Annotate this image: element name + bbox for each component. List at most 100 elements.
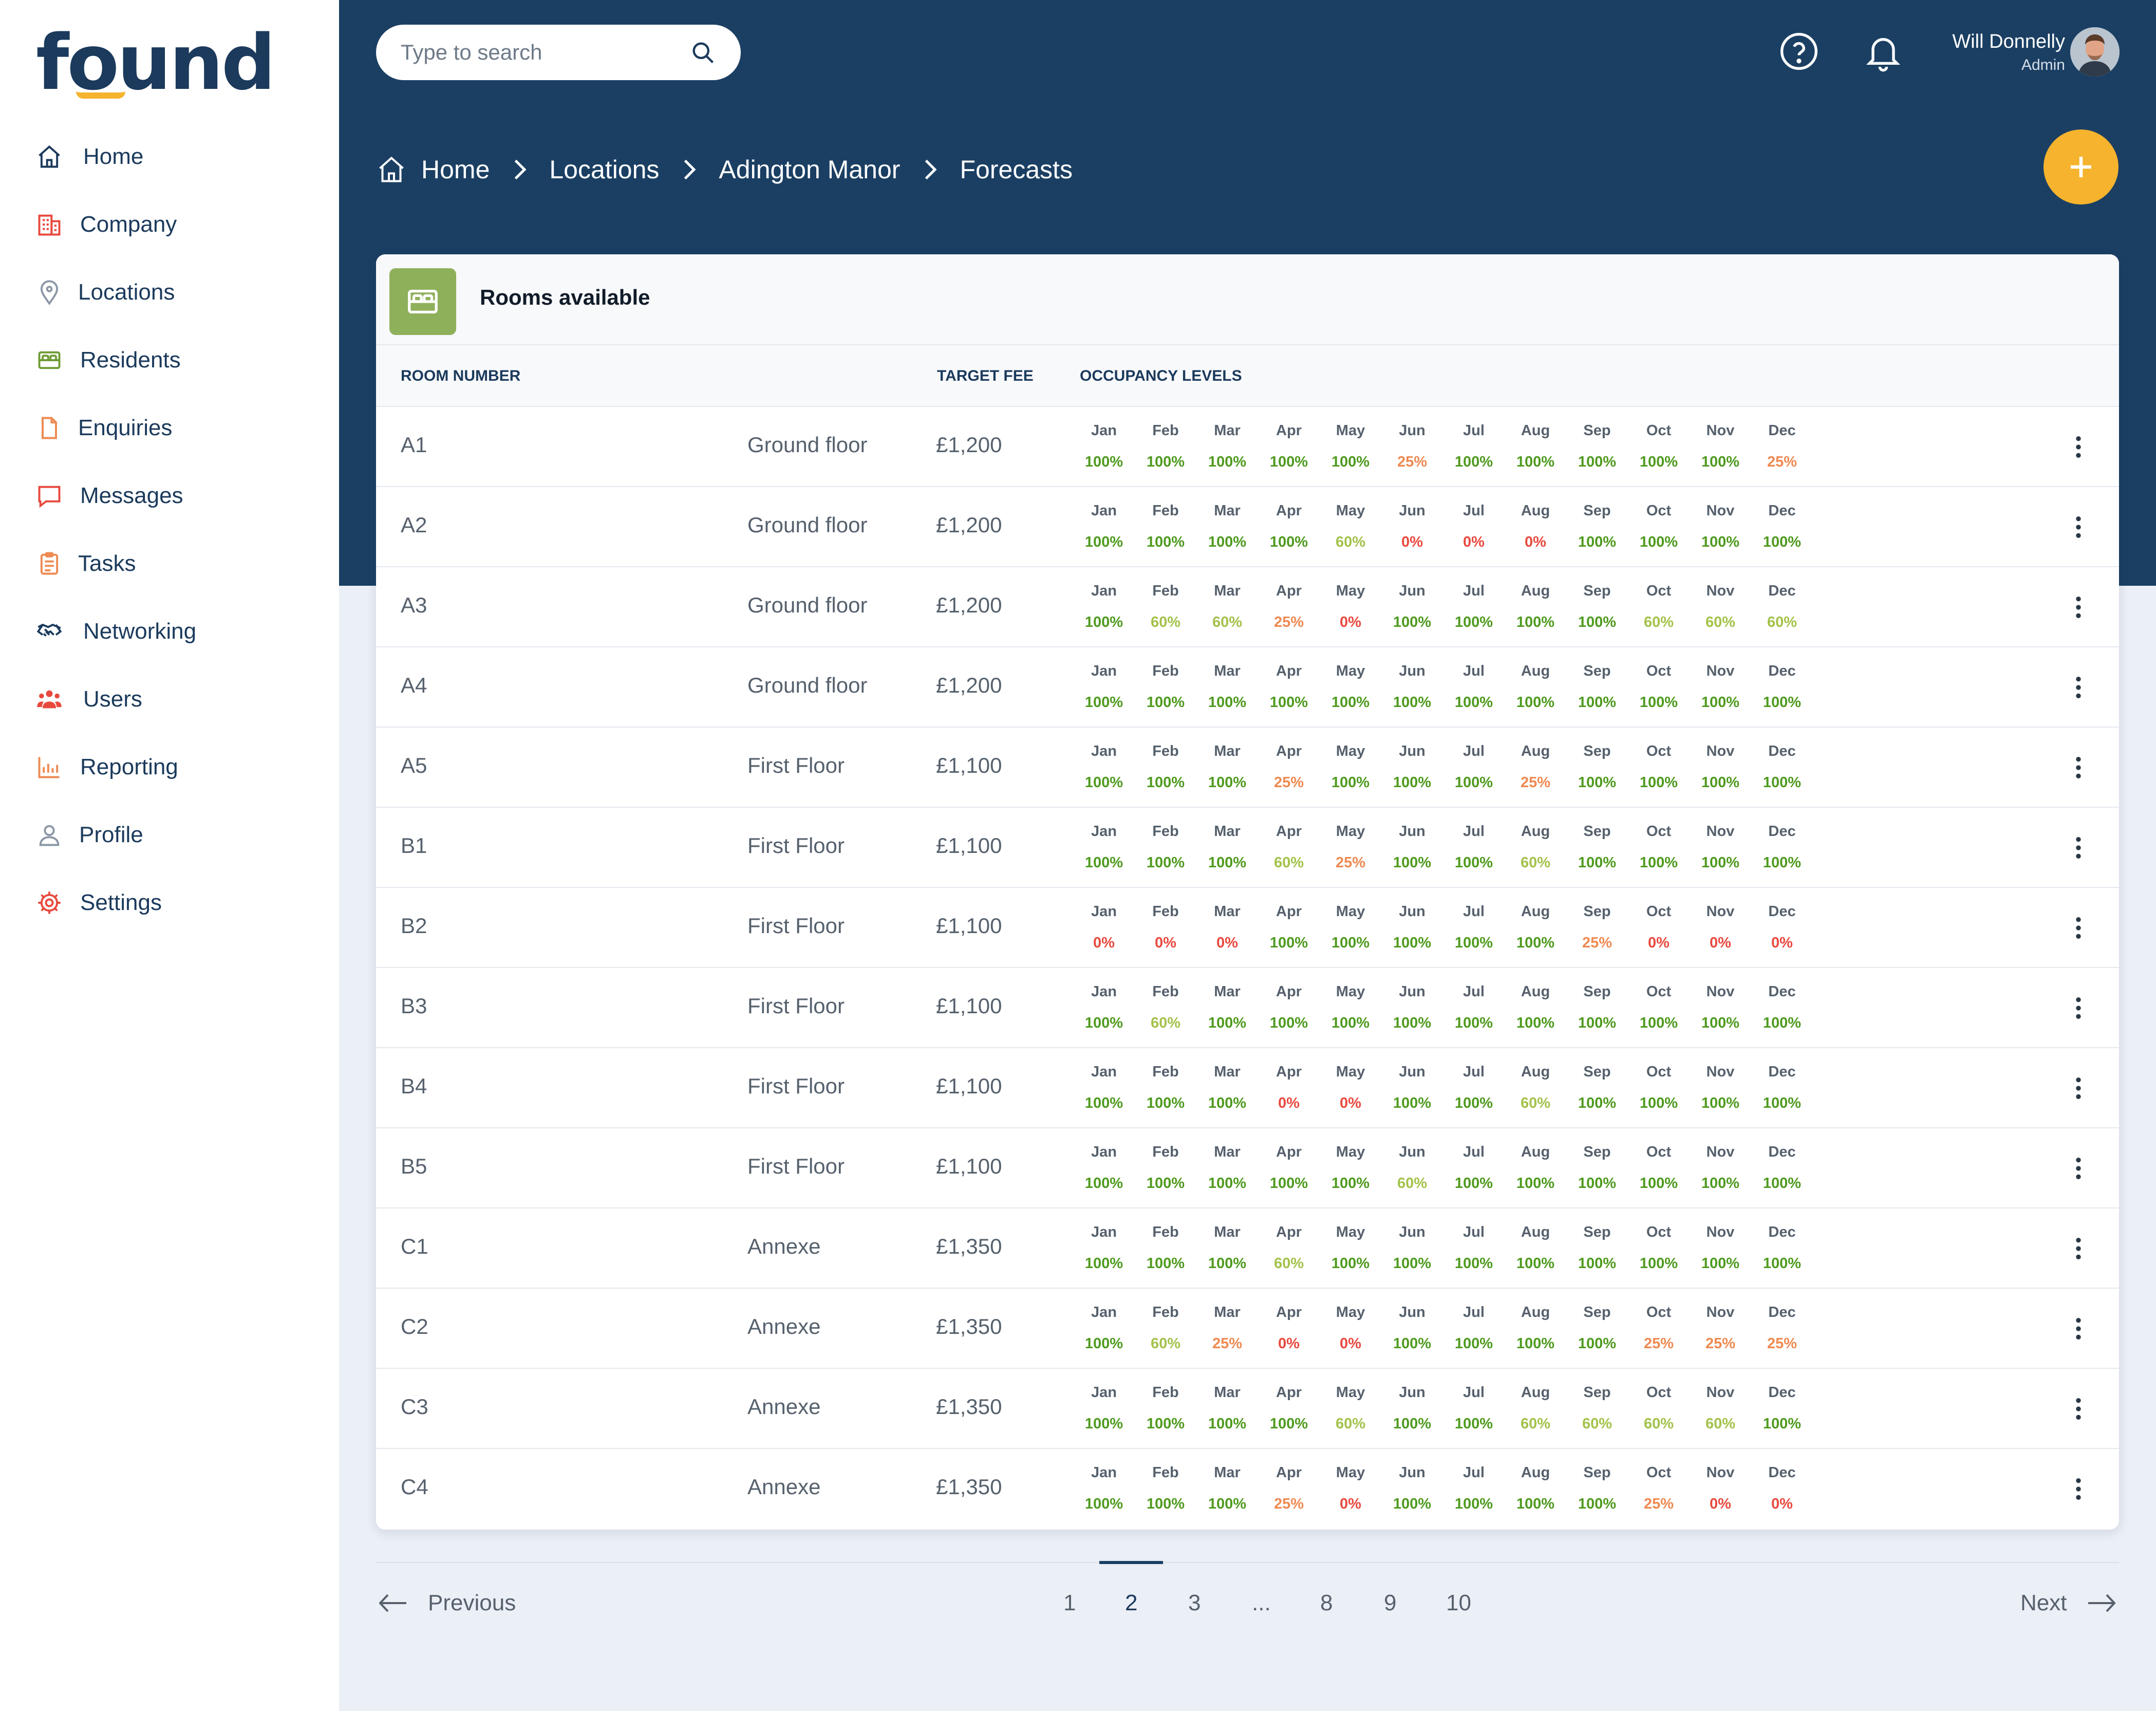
month-label: May xyxy=(1336,663,1365,679)
month-label: Jun xyxy=(1399,1224,1426,1240)
table-row[interactable]: C2 Annexe £1,350 Jan 100% Feb 60% Mar 25% Apr 0% Ma… xyxy=(376,1289,2119,1369)
month-label: Oct xyxy=(1646,823,1672,840)
row-menu-kebab-icon[interactable] xyxy=(2071,994,2086,1022)
table-row[interactable]: A2 Ground floor £1,200 Jan 100% Feb 100% Mar 100… xyxy=(376,487,2119,567)
row-menu-kebab-icon[interactable] xyxy=(2071,753,2086,782)
occupancy-value: 60% xyxy=(1767,614,1797,630)
month-label: Jun xyxy=(1399,983,1426,1000)
user-name[interactable]: Will Donnelly xyxy=(1952,31,2065,52)
table-row[interactable]: B1 First Floor £1,100 Jan 100% Feb 100% Mar 100%… xyxy=(376,808,2119,888)
page-10[interactable]: 10 xyxy=(1446,1590,1471,1615)
month-label: Nov xyxy=(1706,903,1735,920)
month-label: May xyxy=(1336,743,1365,759)
occupancy-value: 100% xyxy=(1763,1416,1802,1432)
sidebar-item-locations[interactable]: Locations xyxy=(36,272,175,313)
sidebar-item-company[interactable]: Company xyxy=(36,204,177,245)
sidebar-item-reporting[interactable]: Reporting xyxy=(36,747,178,788)
breadcrumb-locations[interactable]: Locations xyxy=(549,155,660,184)
row-menu-kebab-icon[interactable] xyxy=(2071,1154,2086,1183)
page-9[interactable]: 9 xyxy=(1384,1590,1397,1615)
table-row[interactable]: A5 First Floor £1,100 Jan 100% Feb 100% Mar 100%… xyxy=(376,728,2119,808)
occupancy-value: 100% xyxy=(1208,1175,1247,1192)
table-row[interactable]: C4 Annexe £1,350 Jan 100% Feb 100% Mar 100% Apr 25… xyxy=(376,1449,2119,1529)
row-menu-kebab-icon[interactable] xyxy=(2071,433,2086,461)
card-header: Rooms available xyxy=(376,254,2119,345)
sidebar-item-enquiries[interactable]: Enquiries xyxy=(36,407,172,449)
month-label: Mar xyxy=(1214,743,1241,759)
notification-bell-icon[interactable] xyxy=(1863,31,1904,72)
next-label: Next xyxy=(2020,1590,2067,1615)
month-label: Jan xyxy=(1091,1144,1117,1160)
previous-page-button[interactable]: Previous xyxy=(379,1590,516,1616)
sidebar-item-residents[interactable]: Residents xyxy=(36,340,181,381)
month-label: Jun xyxy=(1399,1384,1426,1401)
table-row[interactable]: C1 Annexe £1,350 Jan 100% Feb 100% Mar 100% Apr 60… xyxy=(376,1208,2119,1289)
arrow-right-icon xyxy=(2088,1594,2116,1612)
row-menu-kebab-icon[interactable] xyxy=(2071,914,2086,942)
table-row[interactable]: B5 First Floor £1,100 Jan 100% Feb 100% Mar 100%… xyxy=(376,1128,2119,1208)
sidebar-item-label: Locations xyxy=(78,280,175,305)
room-floor: Ground floor xyxy=(747,673,868,697)
col-header-occupancy[interactable]: OCCUPANCY LEVELS xyxy=(1080,367,1242,384)
sidebar-item-profile[interactable]: Profile xyxy=(36,814,143,856)
row-menu-kebab-icon[interactable] xyxy=(2071,593,2086,622)
col-header-room[interactable]: ROOM NUMBER xyxy=(401,367,521,384)
sidebar-item-messages[interactable]: Messages xyxy=(36,475,183,516)
page-3[interactable]: 3 xyxy=(1188,1590,1201,1615)
row-menu-kebab-icon[interactable] xyxy=(2071,1074,2086,1103)
sidebar-item-users[interactable]: Users xyxy=(36,679,142,720)
table-header: ROOM NUMBER TARGET FEE OCCUPANCY LEVELS xyxy=(376,345,2119,407)
row-menu-kebab-icon[interactable] xyxy=(2071,1394,2086,1423)
occupancy-value: 100% xyxy=(1084,454,1123,470)
page-8[interactable]: 8 xyxy=(1320,1590,1333,1615)
table-row[interactable]: B3 First Floor £1,100 Jan 100% Feb 60% Mar 100% A… xyxy=(376,968,2119,1048)
sidebar-item-tasks[interactable]: Tasks xyxy=(36,543,136,584)
page-1[interactable]: 1 xyxy=(1063,1590,1076,1615)
next-page-button[interactable]: Next xyxy=(2020,1590,2116,1616)
row-menu-kebab-icon[interactable] xyxy=(2071,833,2086,862)
occupancy-value: 100% xyxy=(1516,1496,1555,1512)
row-menu-kebab-icon[interactable] xyxy=(2071,1475,2086,1503)
page-2[interactable]: 2 xyxy=(1125,1590,1138,1615)
found-logo[interactable]: found xyxy=(36,18,276,107)
occupancy-value: 100% xyxy=(1516,614,1555,630)
month-label: Aug xyxy=(1521,1304,1550,1321)
table-row[interactable]: C3 Annexe £1,350 Jan 100% Feb 100% Mar 100% Apr 10… xyxy=(376,1369,2119,1449)
row-menu-kebab-icon[interactable] xyxy=(2071,513,2086,542)
sidebar-item-label: Users xyxy=(83,686,142,712)
table-row[interactable]: A1 Ground floor £1,200 Jan 100% Feb 100% Mar 100… xyxy=(376,407,2119,487)
help-icon[interactable] xyxy=(1778,31,1820,72)
row-menu-kebab-icon[interactable] xyxy=(2071,673,2086,702)
month-label: Sep xyxy=(1583,743,1611,759)
occupancy-value: 25% xyxy=(1767,1335,1797,1352)
search-input[interactable] xyxy=(401,40,689,65)
table-row[interactable]: B2 First Floor £1,100 Jan 0% Feb 0% Mar 0% Apr 100… xyxy=(376,888,2119,968)
sidebar-item-label: Residents xyxy=(80,347,181,373)
breadcrumb-location[interactable]: Adington Manor xyxy=(719,155,901,184)
room-number: C3 xyxy=(401,1394,428,1419)
month-label: Apr xyxy=(1276,903,1302,920)
month-label: Aug xyxy=(1521,663,1550,679)
chevron-right-icon xyxy=(515,159,527,180)
table-row[interactable]: A3 Ground floor £1,200 Jan 100% Feb 60% Mar 60% A… xyxy=(376,567,2119,647)
table-row[interactable]: B4 First Floor £1,100 Jan 100% Feb 100% Mar 100%… xyxy=(376,1048,2119,1128)
row-menu-kebab-icon[interactable] xyxy=(2071,1314,2086,1343)
occupancy-value: 100% xyxy=(1208,534,1247,550)
row-menu-kebab-icon[interactable] xyxy=(2071,1234,2086,1263)
page-ellipsis: ... xyxy=(1252,1590,1271,1615)
table-row[interactable]: A4 Ground floor £1,200 Jan 100% Feb 100% Mar 100… xyxy=(376,647,2119,728)
avatar[interactable] xyxy=(2070,27,2120,77)
search-icon[interactable] xyxy=(689,39,716,66)
occupancy-value: 100% xyxy=(1269,694,1308,711)
search-bar[interactable] xyxy=(376,25,741,80)
sidebar-item-networking[interactable]: Networking xyxy=(36,611,196,652)
breadcrumb-home[interactable]: Home xyxy=(421,155,490,184)
home-icon[interactable] xyxy=(376,154,407,185)
occupancy-value: 100% xyxy=(1269,1416,1308,1432)
month-label: Jul xyxy=(1463,583,1485,599)
add-button[interactable] xyxy=(2043,129,2118,204)
col-header-fee[interactable]: TARGET FEE xyxy=(937,367,1034,384)
sidebar-item-settings[interactable]: Settings xyxy=(36,882,162,923)
target-fee: £1,200 xyxy=(936,593,1002,617)
sidebar-item-home[interactable]: Home xyxy=(36,136,143,177)
